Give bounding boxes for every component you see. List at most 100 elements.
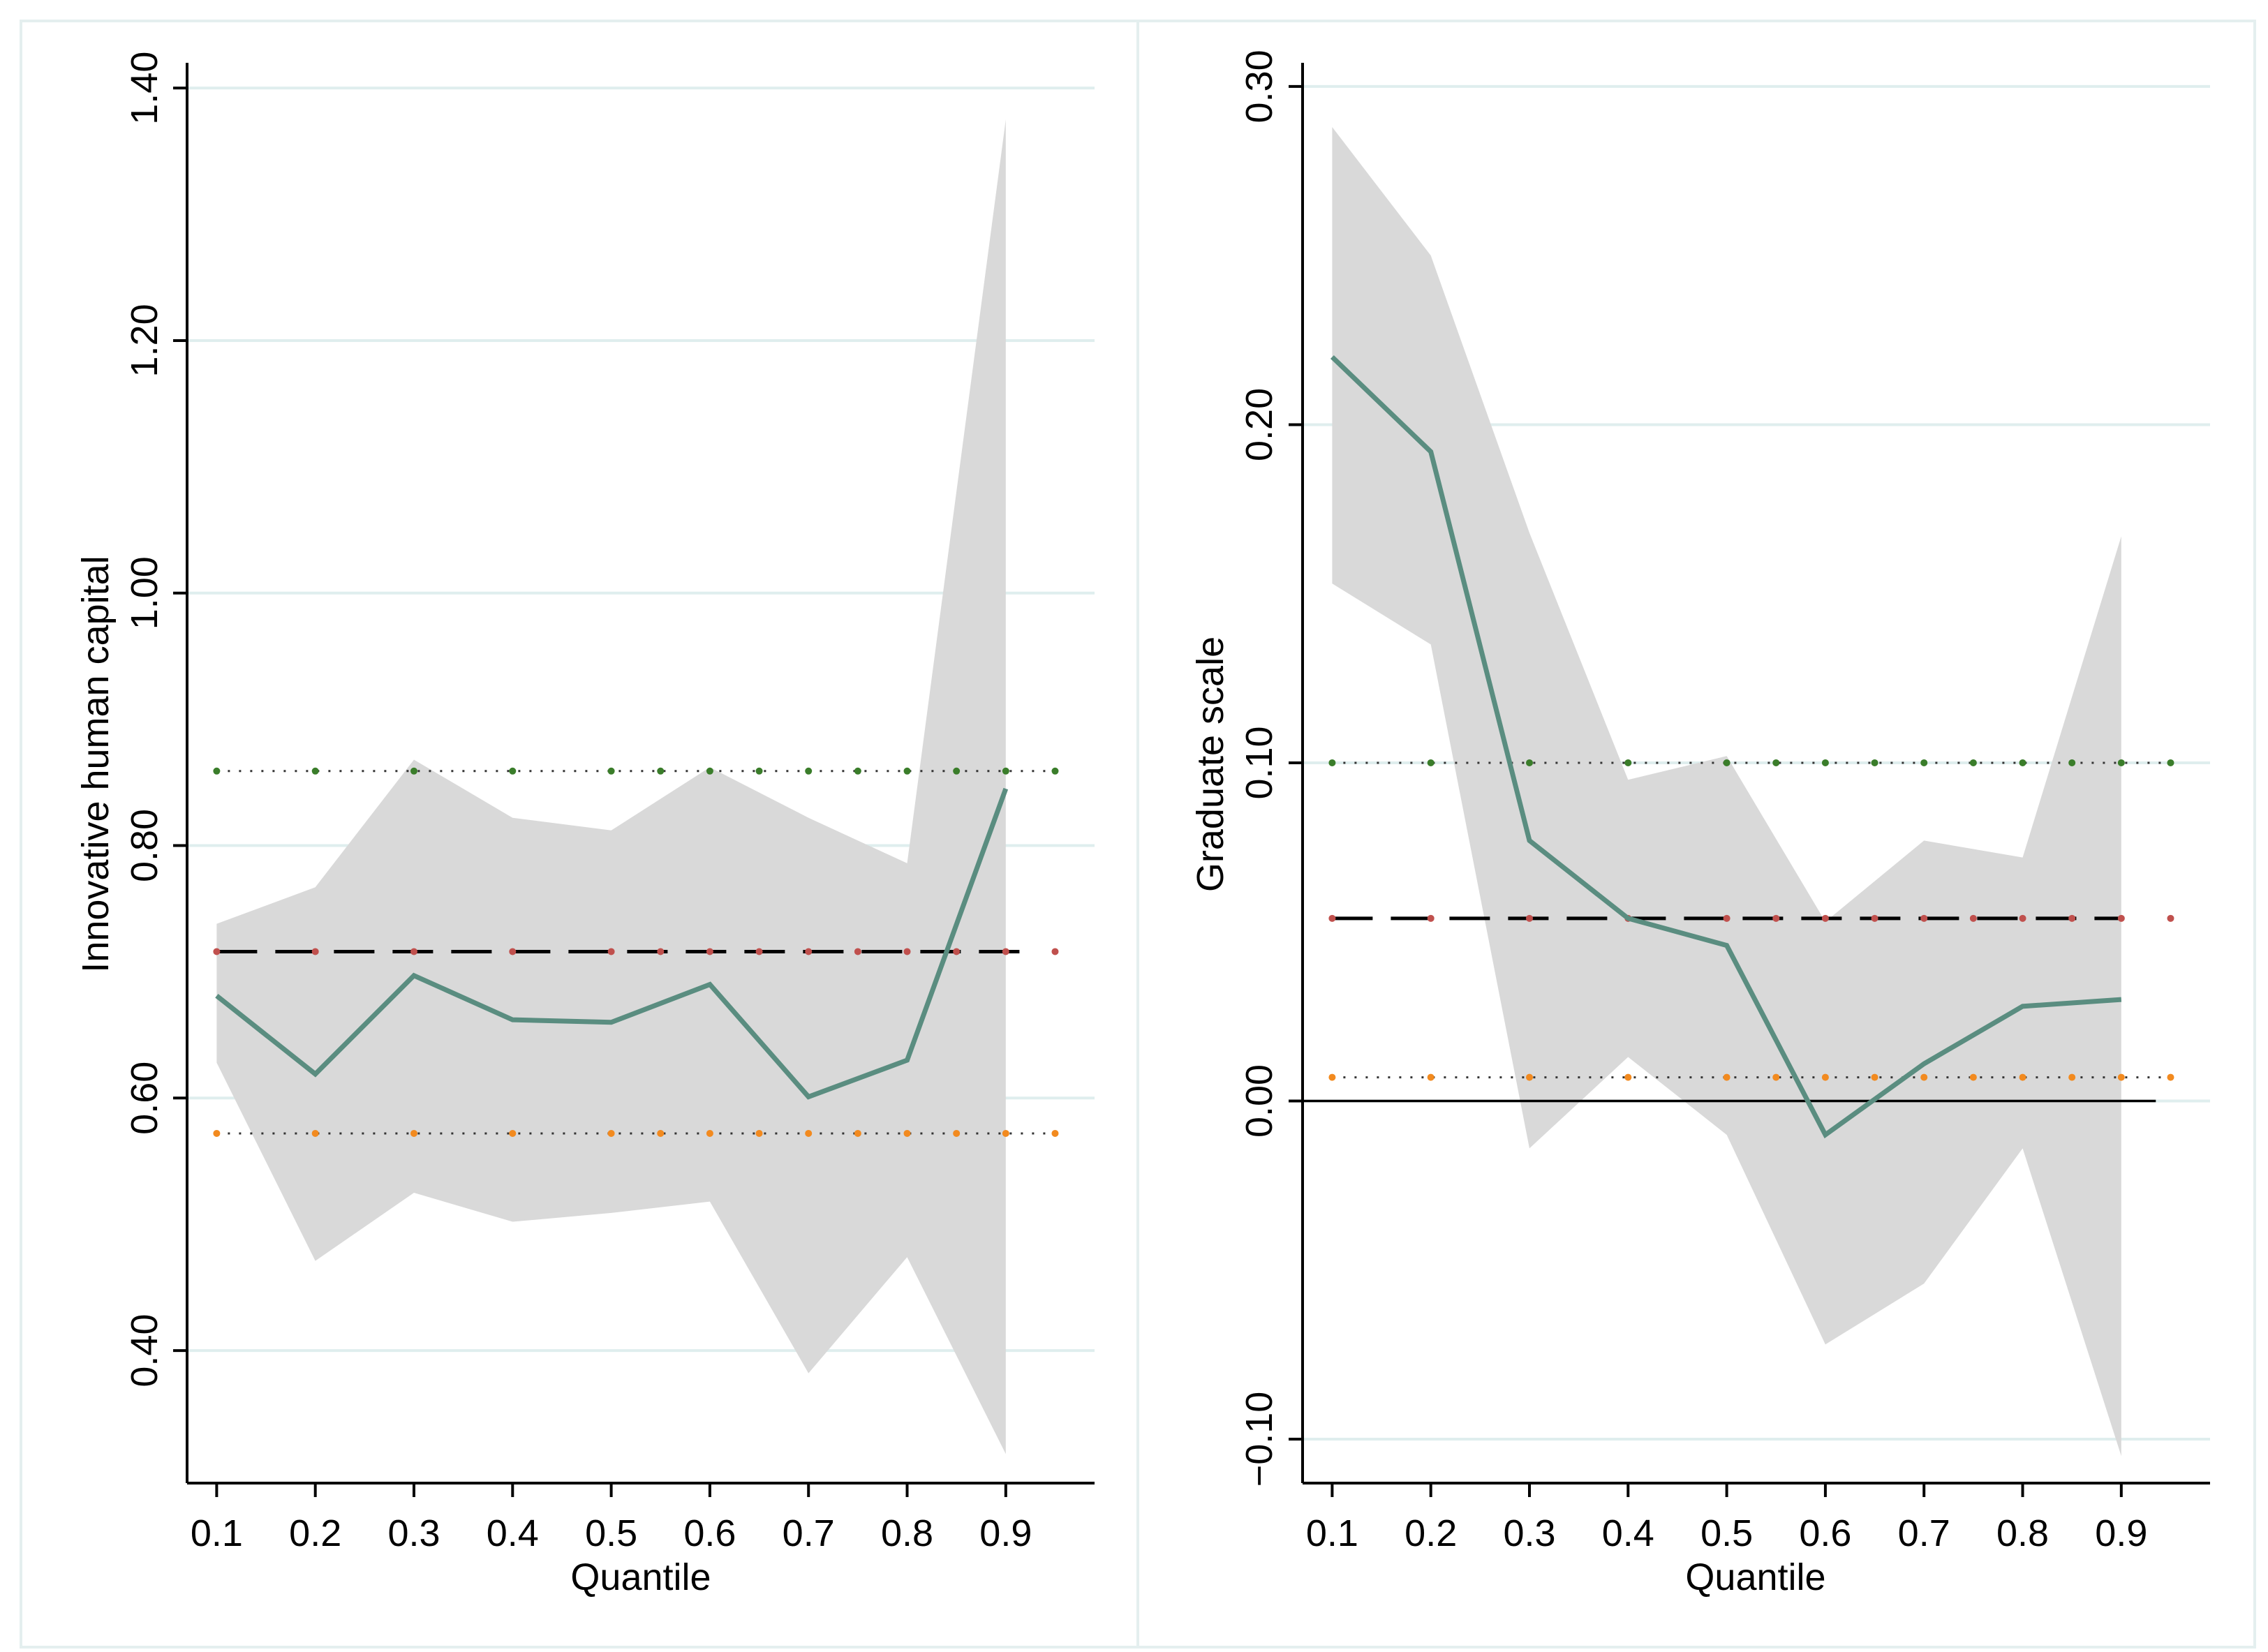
x-tick-label: 0.5 <box>1700 1512 1753 1554</box>
ols-estimate-marker-4 <box>607 948 615 955</box>
right-x-tick-labels: 0.1 0.2 0.3 0.4 0.5 0.6 0.7 0.8 0.9 <box>1306 1512 2148 1554</box>
x-tick-label: 0.9 <box>2095 1512 2147 1554</box>
left-x-tick-labels: 0.1 0.2 0.3 0.4 0.5 0.6 0.7 0.8 0.9 <box>191 1512 1032 1554</box>
ols-estimate-marker-0 <box>213 948 221 955</box>
y-tick-label: 1.20 <box>124 304 165 377</box>
ols-lower-marker-5 <box>657 1129 665 1137</box>
ols-upper-marker-1 <box>311 767 319 775</box>
quantile-estimate-line <box>215 787 1009 1100</box>
left-confidence-band <box>216 119 1006 1454</box>
ols-upper-marker-12 <box>1002 767 1009 775</box>
y-tick-label: 1.40 <box>124 52 165 125</box>
ols-upper-marker-7 <box>1871 759 1878 766</box>
ols-upper-marker-0 <box>213 767 221 775</box>
confidence-interval-band <box>216 119 1006 1454</box>
x-tick-label: 0.1 <box>1306 1512 1358 1554</box>
ols-upper-marker-4 <box>607 767 615 775</box>
ols-lower-marker-9 <box>1969 1073 1977 1081</box>
ols-estimate-marker-9 <box>1969 914 1977 922</box>
ols-lower-marker-12 <box>1002 1129 1009 1137</box>
ols-estimate-marker-8 <box>805 948 813 955</box>
ols-upper-marker-3 <box>509 767 517 775</box>
ols-lower-marker-0 <box>213 1129 221 1137</box>
right-panel-border <box>1136 20 2256 1649</box>
left-reference-lines <box>213 767 1059 1137</box>
ols-estimate-marker-1 <box>1427 914 1435 922</box>
left-estimate-line <box>215 787 1009 1100</box>
ols-estimate-marker-2 <box>1526 914 1533 922</box>
ols-lower-marker-5 <box>1772 1073 1780 1081</box>
y-tick-label: 0.10 <box>1238 726 1280 799</box>
ols-lower-marker-7 <box>1871 1073 1878 1081</box>
ols-upper-marker-8 <box>805 767 813 775</box>
ols-upper-marker-5 <box>1772 759 1780 766</box>
y-tick-label: 0.60 <box>124 1062 165 1135</box>
ols-lower-marker-4 <box>1723 1073 1730 1081</box>
ols-upper-marker-3 <box>1624 759 1632 766</box>
x-tick-label: 0.2 <box>1404 1512 1457 1554</box>
ols-upper-marker-10 <box>903 767 911 775</box>
x-tick-label: 0.7 <box>1898 1512 1950 1554</box>
ols-lower-marker-2 <box>410 1129 417 1137</box>
ols-upper-marker-13 <box>2167 759 2174 766</box>
left-y-tick-labels: 0.40 0.60 0.80 1.00 1.20 1.40 <box>124 52 165 1387</box>
ols-lower-marker-11 <box>2068 1073 2076 1081</box>
right-reference-lines <box>1303 759 2174 1103</box>
ols-lower-marker-7 <box>755 1129 763 1137</box>
ols-upper-marker-10 <box>2019 759 2026 766</box>
x-tick-label: 0.2 <box>289 1512 341 1554</box>
ols-estimate-marker-6 <box>1821 914 1829 922</box>
y-tick-label: −0.10 <box>1238 1392 1280 1487</box>
left-x-axis-title: Quantile <box>570 1556 711 1598</box>
y-tick-label: 0.30 <box>1238 50 1280 123</box>
x-tick-label: 0.3 <box>387 1512 440 1554</box>
ols-upper-marker-13 <box>1051 767 1059 775</box>
ols-estimate-marker-13 <box>1051 948 1059 955</box>
ols-estimate-marker-9 <box>854 948 861 955</box>
right-confidence-band <box>1332 127 2121 1457</box>
ols-lower-marker-1 <box>1427 1073 1435 1081</box>
x-tick-label: 0.8 <box>881 1512 933 1554</box>
ols-estimate-marker-10 <box>2019 914 2026 922</box>
right-estimate-line <box>1330 355 2122 1139</box>
right-x-axis-title: Quantile <box>1685 1556 1825 1598</box>
ols-lower-marker-8 <box>805 1129 813 1137</box>
x-tick-label: 0.6 <box>1799 1512 1851 1554</box>
ols-upper-marker-11 <box>2068 759 2076 766</box>
ols-estimate-marker-7 <box>755 948 763 955</box>
ols-lower-marker-10 <box>2019 1073 2026 1081</box>
ols-estimate-marker-6 <box>706 948 713 955</box>
ols-upper-marker-0 <box>1328 759 1336 766</box>
ols-upper-marker-6 <box>706 767 713 775</box>
x-tick-label: 0.8 <box>1996 1512 2049 1554</box>
ols-estimate-marker-11 <box>2068 914 2076 922</box>
x-tick-label: 0.4 <box>487 1512 539 1554</box>
ols-upper-marker-2 <box>410 767 417 775</box>
ols-estimate-marker-1 <box>311 948 319 955</box>
left-y-axis-title: Innovative human capital <box>75 556 117 972</box>
ols-upper-marker-7 <box>755 767 763 775</box>
quantile-estimate-line <box>1330 355 2122 1139</box>
y-tick-label: 0.20 <box>1238 388 1280 461</box>
ols-estimate-marker-5 <box>657 948 665 955</box>
ols-estimate-marker-4 <box>1723 914 1730 922</box>
ols-upper-marker-2 <box>1526 759 1533 766</box>
x-tick-label: 0.3 <box>1503 1512 1555 1554</box>
ols-estimate-marker-5 <box>1772 914 1780 922</box>
ols-estimate-marker-12 <box>1002 948 1009 955</box>
left-axes <box>173 63 1095 1497</box>
ols-lower-marker-6 <box>706 1129 713 1137</box>
ols-estimate-marker-0 <box>1328 914 1336 922</box>
y-tick-label: 0.80 <box>124 809 165 882</box>
ols-estimate-marker-13 <box>2167 914 2174 922</box>
ols-lower-marker-10 <box>903 1129 911 1137</box>
ols-estimate-marker-12 <box>2117 914 2125 922</box>
ols-lower-marker-1 <box>311 1129 319 1137</box>
ols-estimate-marker-11 <box>953 948 961 955</box>
right-y-axis-title: Graduate scale <box>1189 637 1231 892</box>
ols-upper-marker-5 <box>657 767 665 775</box>
ols-lower-marker-3 <box>509 1129 517 1137</box>
ols-upper-marker-8 <box>1920 759 1928 766</box>
